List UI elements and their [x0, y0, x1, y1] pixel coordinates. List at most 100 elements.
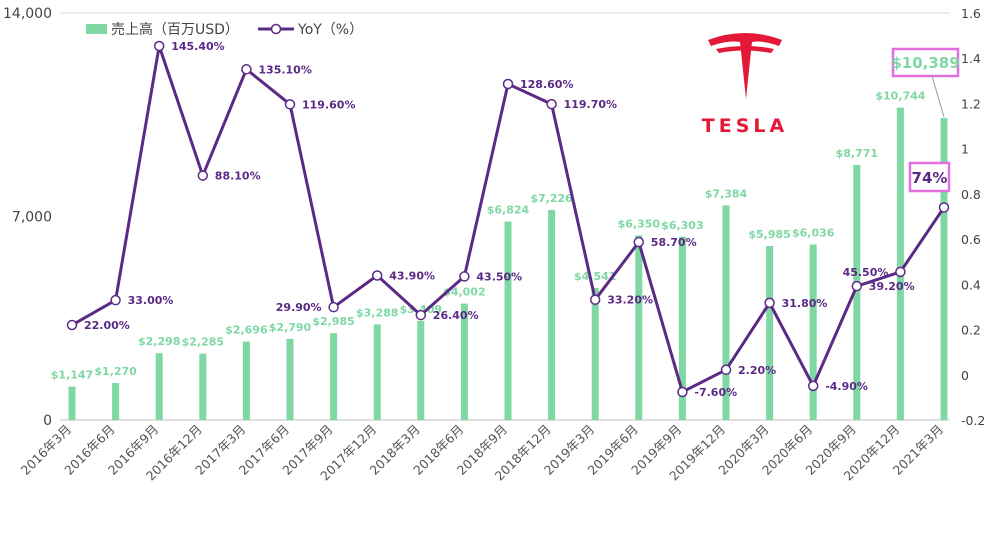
bar-value-label: $6,350: [618, 217, 661, 230]
line-series: [66, 40, 950, 398]
bar: [591, 287, 599, 420]
bar-value-label: $2,285: [182, 336, 224, 349]
bar-value-label: $8,771: [836, 147, 878, 160]
bar-value-label: $4,541: [574, 270, 616, 283]
yoy-value-label: 39.20%: [869, 280, 915, 293]
left-axis-tick: 14,000: [3, 6, 52, 22]
bar-value-label: $5,985: [748, 228, 790, 241]
bar: [373, 324, 381, 420]
right-axis-tick: 0.8: [961, 187, 981, 202]
yoy-point: [328, 301, 339, 313]
yoy-point: [807, 380, 819, 392]
highlight-line-label: 74%: [912, 169, 948, 187]
yoy-value-label: 119.60%: [302, 98, 355, 111]
yoy-point: [720, 364, 732, 376]
yoy-value-label: 145.40%: [171, 40, 224, 53]
bar-value-label: $2,985: [312, 315, 354, 328]
highlight-line-box: [908, 161, 951, 193]
yoy-point: [677, 386, 688, 398]
bar-value-label: $2,790: [269, 321, 312, 334]
bar-value-label: $10,744: [875, 90, 925, 103]
yoy-value-label: 135.10%: [258, 63, 311, 76]
yoy-point: [459, 271, 470, 282]
bar: [330, 333, 338, 420]
right-axis-tick: 0.2: [961, 323, 981, 338]
yoy-value-label: 33.20%: [607, 294, 653, 307]
yoy-point: [66, 319, 78, 331]
yoy-point: [895, 266, 906, 278]
yoy-value-label: 45.50%: [843, 266, 889, 279]
tesla-t-emblem: [708, 33, 782, 99]
right-axis-tick: 1: [961, 142, 969, 157]
legend-line-marker: [270, 23, 282, 35]
bar: [155, 353, 163, 420]
right-axis-tick: 1.6: [961, 6, 981, 21]
yoy-value-label: 22.00%: [84, 319, 130, 332]
legend-line-label: YoY（%）: [297, 22, 363, 38]
yoy-value-label: 43.90%: [389, 270, 435, 283]
bar-series: [68, 107, 948, 421]
bar: [853, 165, 861, 420]
bar: [460, 303, 468, 420]
yoy-point: [938, 202, 950, 213]
tesla-logo: TESLA: [702, 33, 788, 137]
yoy-value-label: 31.80%: [782, 297, 828, 310]
right-axis-tick: 1.4: [961, 51, 981, 66]
yoy-value-label: 119.70%: [564, 98, 617, 111]
line-labels: 22.00% 33.00% 145.40% 88.10% 135.10% 119.60% 2…: [84, 40, 915, 399]
bar-value-label: $6,036: [792, 227, 835, 240]
bar-value-label: $3,288: [356, 306, 398, 319]
left-axis-tick: 7,000: [12, 210, 52, 226]
bar: [809, 244, 817, 420]
bar-value-label: $6,824: [487, 204, 530, 217]
x-tick-labels: 2016年3月2016年6月2016年9月2016年12月2017年3月2017…: [18, 422, 946, 484]
yoy-point: [371, 270, 383, 281]
yoy-point: [197, 170, 209, 181]
yoy-point: [589, 294, 601, 305]
yoy-value-label: 128.60%: [520, 78, 573, 91]
yoy-point: [502, 78, 514, 90]
legend-bar-swatch: [86, 24, 107, 34]
highlight-bar-leader: [931, 75, 945, 118]
right-axis-tick: 0: [961, 368, 969, 383]
yoy-value-label: 43.50%: [476, 270, 522, 283]
bar: [635, 235, 643, 420]
bar: [417, 320, 425, 420]
yoy-point: [764, 297, 775, 309]
bar-value-label: $4,002: [443, 286, 485, 299]
right-axis-tick: 1.2: [961, 96, 981, 111]
yoy-value-label: 88.10%: [215, 170, 261, 183]
right-axis: -0.2 0 0.2 0.4 0.6 0.8 1 1.2 1.4 1.6: [961, 6, 985, 428]
bar-value-label: $1,147: [51, 369, 93, 382]
highlight-callouts: $10,389 74%: [891, 47, 960, 193]
tesla-wordmark: TESLA: [702, 115, 788, 137]
bar-value-label: $2,696: [225, 324, 268, 337]
bar-value-label: $2,298: [138, 335, 180, 348]
yoy-value-label: 29.90%: [276, 301, 322, 314]
yoy-value-label: -7.60%: [694, 386, 737, 399]
bar: [678, 236, 686, 420]
yoy-value-label: 58.70%: [651, 236, 697, 249]
bar: [286, 338, 294, 420]
bar-value-label: $1,270: [94, 365, 137, 378]
yoy-point: [415, 309, 427, 321]
bar: [504, 221, 512, 420]
yoy-value-label: 26.40%: [433, 309, 479, 322]
bar: [722, 205, 730, 420]
right-axis-tick: 0.6: [961, 232, 981, 247]
yoy-point: [153, 40, 165, 52]
yoy-point: [284, 99, 296, 110]
bar-value-label: $6,303: [661, 219, 703, 232]
bar: [242, 341, 250, 420]
bar: [199, 353, 207, 420]
tesla-t-arc: [716, 46, 774, 53]
bar: [940, 117, 948, 420]
yoy-point: [110, 294, 121, 306]
left-axis: 0 7,000 14,000: [3, 6, 52, 429]
right-axis-tick: -0.2: [961, 413, 985, 428]
bar: [896, 107, 904, 421]
highlight-bar-label: $10,389: [891, 54, 959, 72]
bar: [548, 209, 556, 420]
yoy-point: [633, 236, 645, 248]
